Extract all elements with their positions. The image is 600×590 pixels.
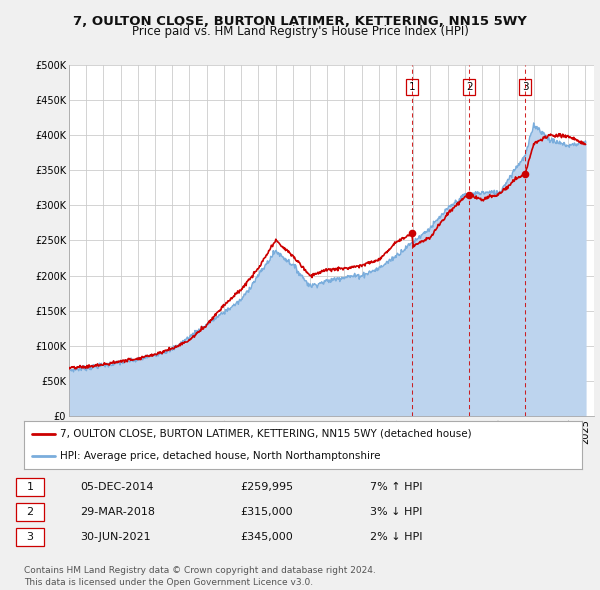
Text: This data is licensed under the Open Government Licence v3.0.: This data is licensed under the Open Gov… (24, 578, 313, 587)
Text: £315,000: £315,000 (240, 507, 293, 517)
Text: 2: 2 (26, 507, 34, 517)
FancyBboxPatch shape (16, 527, 44, 546)
Text: 05-DEC-2014: 05-DEC-2014 (80, 482, 154, 492)
Text: Contains HM Land Registry data © Crown copyright and database right 2024.: Contains HM Land Registry data © Crown c… (24, 566, 376, 575)
FancyBboxPatch shape (16, 503, 44, 521)
FancyBboxPatch shape (16, 478, 44, 496)
Text: £259,995: £259,995 (240, 482, 293, 492)
Text: 7, OULTON CLOSE, BURTON LATIMER, KETTERING, NN15 5WY (detached house): 7, OULTON CLOSE, BURTON LATIMER, KETTERI… (60, 429, 472, 439)
Text: 30-JUN-2021: 30-JUN-2021 (80, 532, 151, 542)
Text: 3: 3 (26, 532, 34, 542)
Text: 3: 3 (522, 83, 529, 93)
Text: 2: 2 (466, 83, 473, 93)
Text: 1: 1 (409, 83, 415, 93)
Text: HPI: Average price, detached house, North Northamptonshire: HPI: Average price, detached house, Nort… (60, 451, 381, 461)
Text: 3% ↓ HPI: 3% ↓ HPI (370, 507, 422, 517)
Text: 1: 1 (26, 482, 34, 492)
Text: £345,000: £345,000 (240, 532, 293, 542)
Text: 7% ↑ HPI: 7% ↑ HPI (370, 482, 422, 492)
Text: 29-MAR-2018: 29-MAR-2018 (80, 507, 155, 517)
Text: 2% ↓ HPI: 2% ↓ HPI (370, 532, 422, 542)
Text: 7, OULTON CLOSE, BURTON LATIMER, KETTERING, NN15 5WY: 7, OULTON CLOSE, BURTON LATIMER, KETTERI… (73, 15, 527, 28)
Text: Price paid vs. HM Land Registry's House Price Index (HPI): Price paid vs. HM Land Registry's House … (131, 25, 469, 38)
